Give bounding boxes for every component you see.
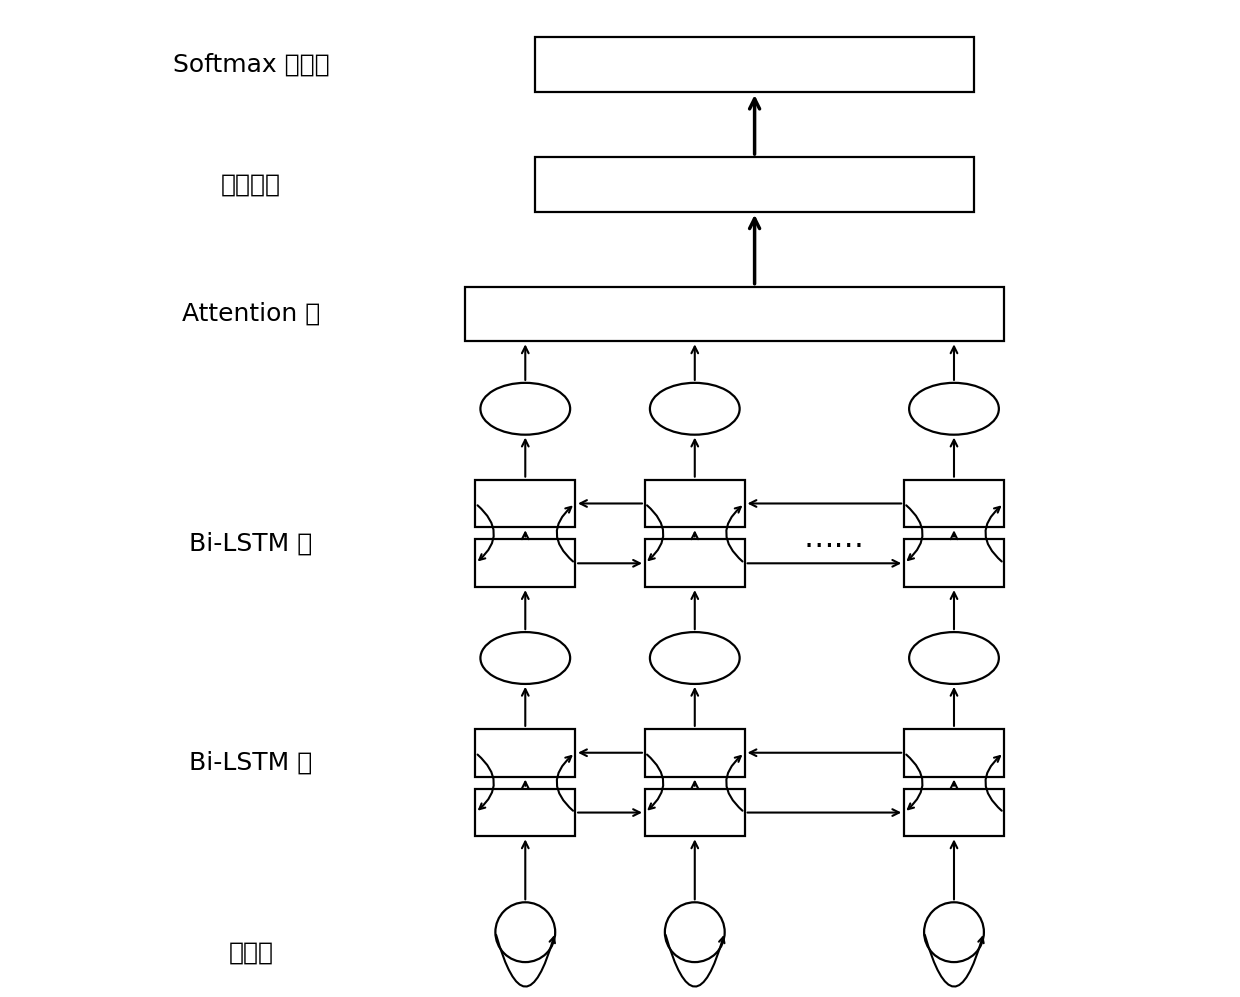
Ellipse shape — [480, 383, 570, 435]
Bar — [904, 480, 1004, 527]
Bar — [645, 789, 745, 836]
Bar — [475, 729, 575, 777]
Bar — [904, 729, 1004, 777]
Circle shape — [665, 902, 724, 962]
Ellipse shape — [480, 632, 570, 684]
Ellipse shape — [909, 383, 999, 435]
Bar — [475, 789, 575, 836]
Ellipse shape — [909, 632, 999, 684]
Text: ……: …… — [804, 523, 864, 553]
Text: 输入层: 输入层 — [228, 940, 274, 964]
Text: 全连接层: 全连接层 — [221, 172, 281, 196]
Text: Softmax 分类层: Softmax 分类层 — [172, 53, 330, 77]
Text: Bi-LSTM 层: Bi-LSTM 层 — [190, 531, 312, 555]
Bar — [475, 539, 575, 587]
Bar — [475, 480, 575, 527]
Text: Attention 层: Attention 层 — [182, 302, 320, 326]
Bar — [536, 37, 973, 93]
Bar — [904, 789, 1004, 836]
Circle shape — [924, 902, 983, 962]
Bar — [536, 158, 973, 212]
Bar — [904, 539, 1004, 587]
Ellipse shape — [650, 632, 739, 684]
Ellipse shape — [650, 383, 739, 435]
Text: Bi-LSTM 层: Bi-LSTM 层 — [190, 751, 312, 775]
Bar — [465, 287, 1004, 341]
Bar — [645, 729, 745, 777]
Bar — [645, 539, 745, 587]
Bar — [645, 480, 745, 527]
Circle shape — [495, 902, 556, 962]
